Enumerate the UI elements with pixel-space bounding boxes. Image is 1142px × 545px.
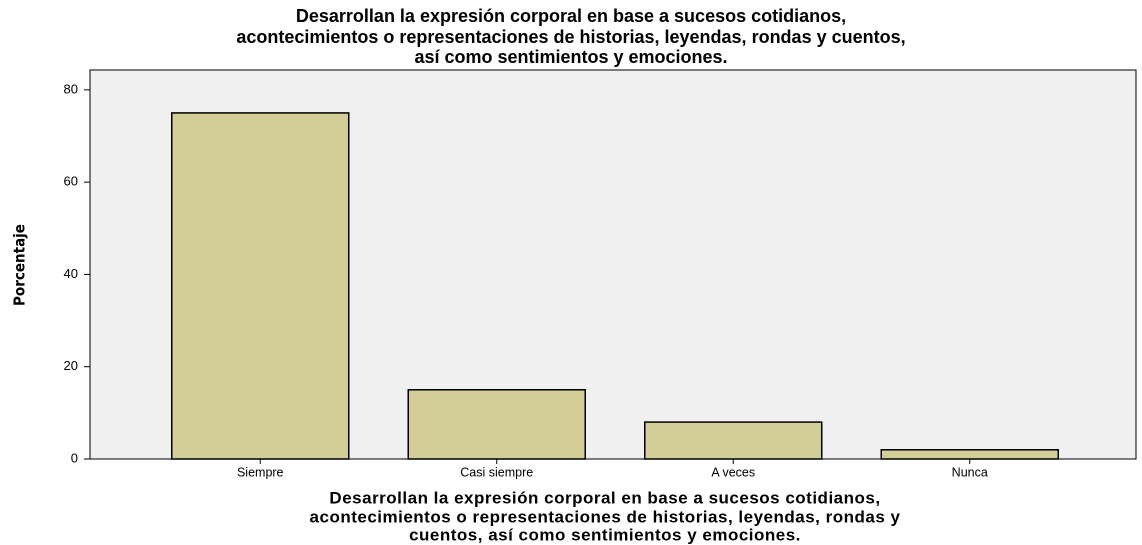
x-tick-label: Siempre <box>237 465 284 479</box>
x-axis-label: acontecimientos o representaciones de hi… <box>310 507 901 526</box>
x-axis-label: Desarrollan la expresión corporal en bas… <box>329 488 880 507</box>
bar <box>171 112 350 460</box>
bar <box>644 421 823 460</box>
x-tick-label: Casi siempre <box>460 465 533 479</box>
chart-title: así como sentimientos y emociones. <box>414 47 727 67</box>
chart-title: acontecimientos o representaciones de hi… <box>236 27 905 47</box>
bar <box>407 389 586 460</box>
chart-title: Desarrollan la expresión corporal en bas… <box>296 6 846 26</box>
y-tick-label: 60 <box>64 174 78 189</box>
x-tick-label: A veces <box>711 465 755 479</box>
y-tick-label: 20 <box>64 358 78 373</box>
y-tick-label: 40 <box>64 266 78 281</box>
y-tick-label: 80 <box>64 81 78 96</box>
x-tick-label: Nunca <box>952 465 988 479</box>
y-tick-label: 0 <box>71 450 78 465</box>
bar <box>880 449 1059 460</box>
y-axis-label: Porcentaje <box>11 224 29 306</box>
x-axis-label: cuentos, así como sentimientos y emocion… <box>409 525 801 544</box>
